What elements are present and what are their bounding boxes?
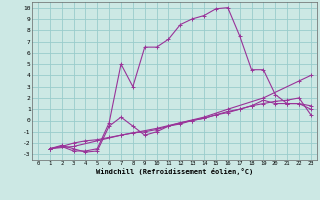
X-axis label: Windchill (Refroidissement éolien,°C): Windchill (Refroidissement éolien,°C) (96, 168, 253, 175)
